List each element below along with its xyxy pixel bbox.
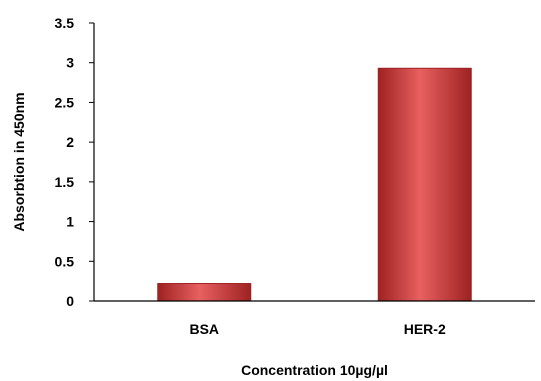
x-axis-categories: BSA HER-2 <box>189 321 445 337</box>
y-tick-label: 1.5 <box>55 174 75 190</box>
y-axis-title: Absorbtion in 450nm <box>11 92 27 231</box>
y-tick-label: 2 <box>66 134 74 150</box>
y-tick-label: 2.5 <box>55 94 75 110</box>
y-axis-ticks: 0 0.5 1 1.5 2 2.5 3 3.5 <box>55 15 94 309</box>
y-tick-label: 0.5 <box>55 253 75 269</box>
x-category-label: BSA <box>189 321 219 337</box>
x-category-label: HER-2 <box>404 321 446 337</box>
x-axis-title: Concentration 10µg/µl <box>241 362 388 378</box>
bar-her-2 <box>377 67 472 302</box>
y-tick-label: 3.5 <box>55 15 75 31</box>
y-tick-label: 0 <box>66 293 74 309</box>
bar-bsa <box>157 283 252 302</box>
y-tick-label: 1 <box>66 214 74 230</box>
bars <box>157 67 472 302</box>
y-tick-label: 3 <box>66 55 74 71</box>
